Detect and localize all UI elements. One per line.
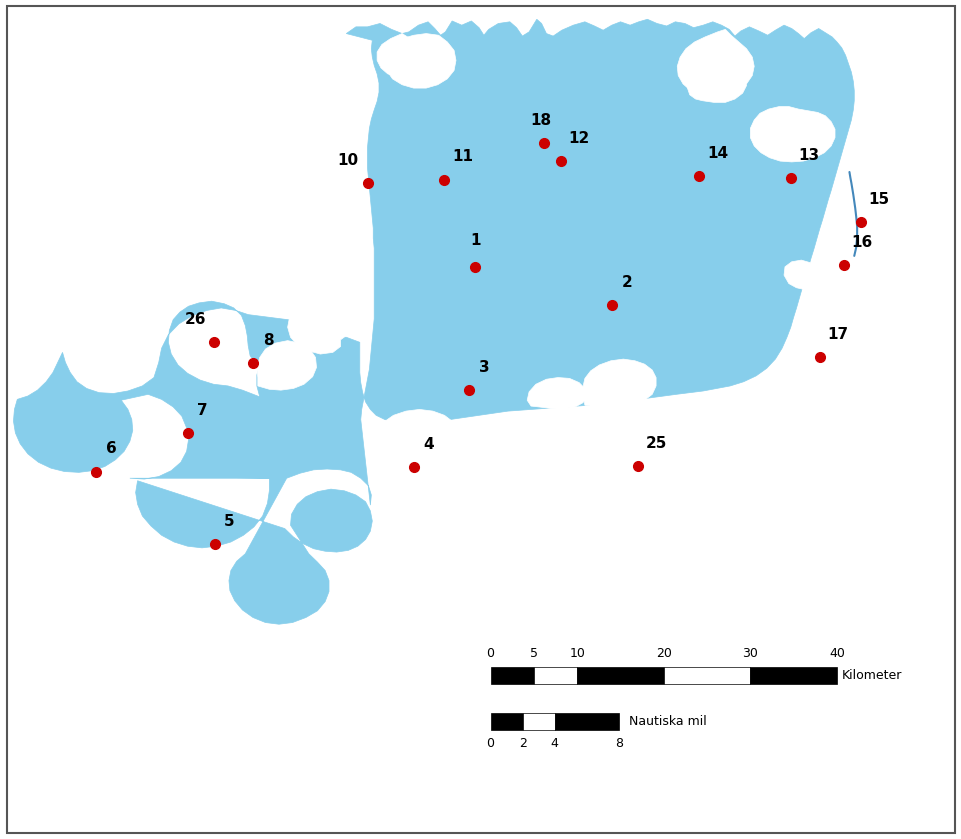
Text: 40: 40	[828, 648, 844, 660]
Bar	[490, 713, 522, 730]
Bar	[522, 713, 554, 730]
Text: 8: 8	[614, 737, 623, 749]
Text: 5: 5	[224, 513, 234, 529]
Polygon shape	[257, 341, 316, 390]
Text: 17: 17	[826, 327, 848, 342]
Bar	[490, 667, 533, 684]
Text: 14: 14	[706, 146, 727, 161]
Bar	[577, 667, 663, 684]
Polygon shape	[677, 29, 753, 96]
Text: 2: 2	[621, 275, 631, 290]
Text: 12: 12	[568, 131, 589, 146]
Polygon shape	[377, 34, 432, 78]
Polygon shape	[750, 107, 834, 162]
Polygon shape	[13, 19, 853, 624]
Polygon shape	[384, 34, 456, 88]
Text: 3: 3	[479, 360, 489, 375]
Text: 4: 4	[551, 737, 558, 749]
Text: 4: 4	[423, 437, 433, 452]
Text: 5: 5	[530, 648, 537, 660]
Text: 30: 30	[742, 648, 757, 660]
Polygon shape	[527, 378, 586, 409]
Text: 0: 0	[486, 648, 494, 660]
Text: 10: 10	[569, 648, 584, 660]
Text: Nautiska mil: Nautiska mil	[628, 715, 705, 728]
Text: 7: 7	[197, 403, 208, 418]
Text: 6: 6	[106, 441, 116, 456]
Polygon shape	[582, 359, 655, 408]
Text: 25: 25	[645, 436, 666, 451]
Bar	[663, 667, 750, 684]
Text: Kilometer: Kilometer	[841, 669, 901, 682]
Polygon shape	[686, 64, 746, 102]
Text: 8: 8	[262, 333, 273, 348]
Text: 20: 20	[655, 648, 671, 660]
Text: 1: 1	[470, 233, 480, 248]
Polygon shape	[287, 300, 352, 354]
Bar	[554, 713, 618, 730]
Text: 10: 10	[337, 153, 358, 168]
Text: 0: 0	[486, 737, 494, 749]
Text: 26: 26	[185, 312, 206, 327]
Text: 13: 13	[798, 148, 819, 163]
Polygon shape	[783, 260, 819, 289]
Bar	[533, 667, 577, 684]
Polygon shape	[373, 409, 456, 461]
Text: 11: 11	[452, 149, 473, 164]
Text: 16: 16	[850, 235, 872, 250]
Text: 15: 15	[868, 192, 889, 207]
Bar	[750, 667, 836, 684]
Text: 2: 2	[518, 737, 526, 749]
Text: 18: 18	[530, 113, 551, 128]
